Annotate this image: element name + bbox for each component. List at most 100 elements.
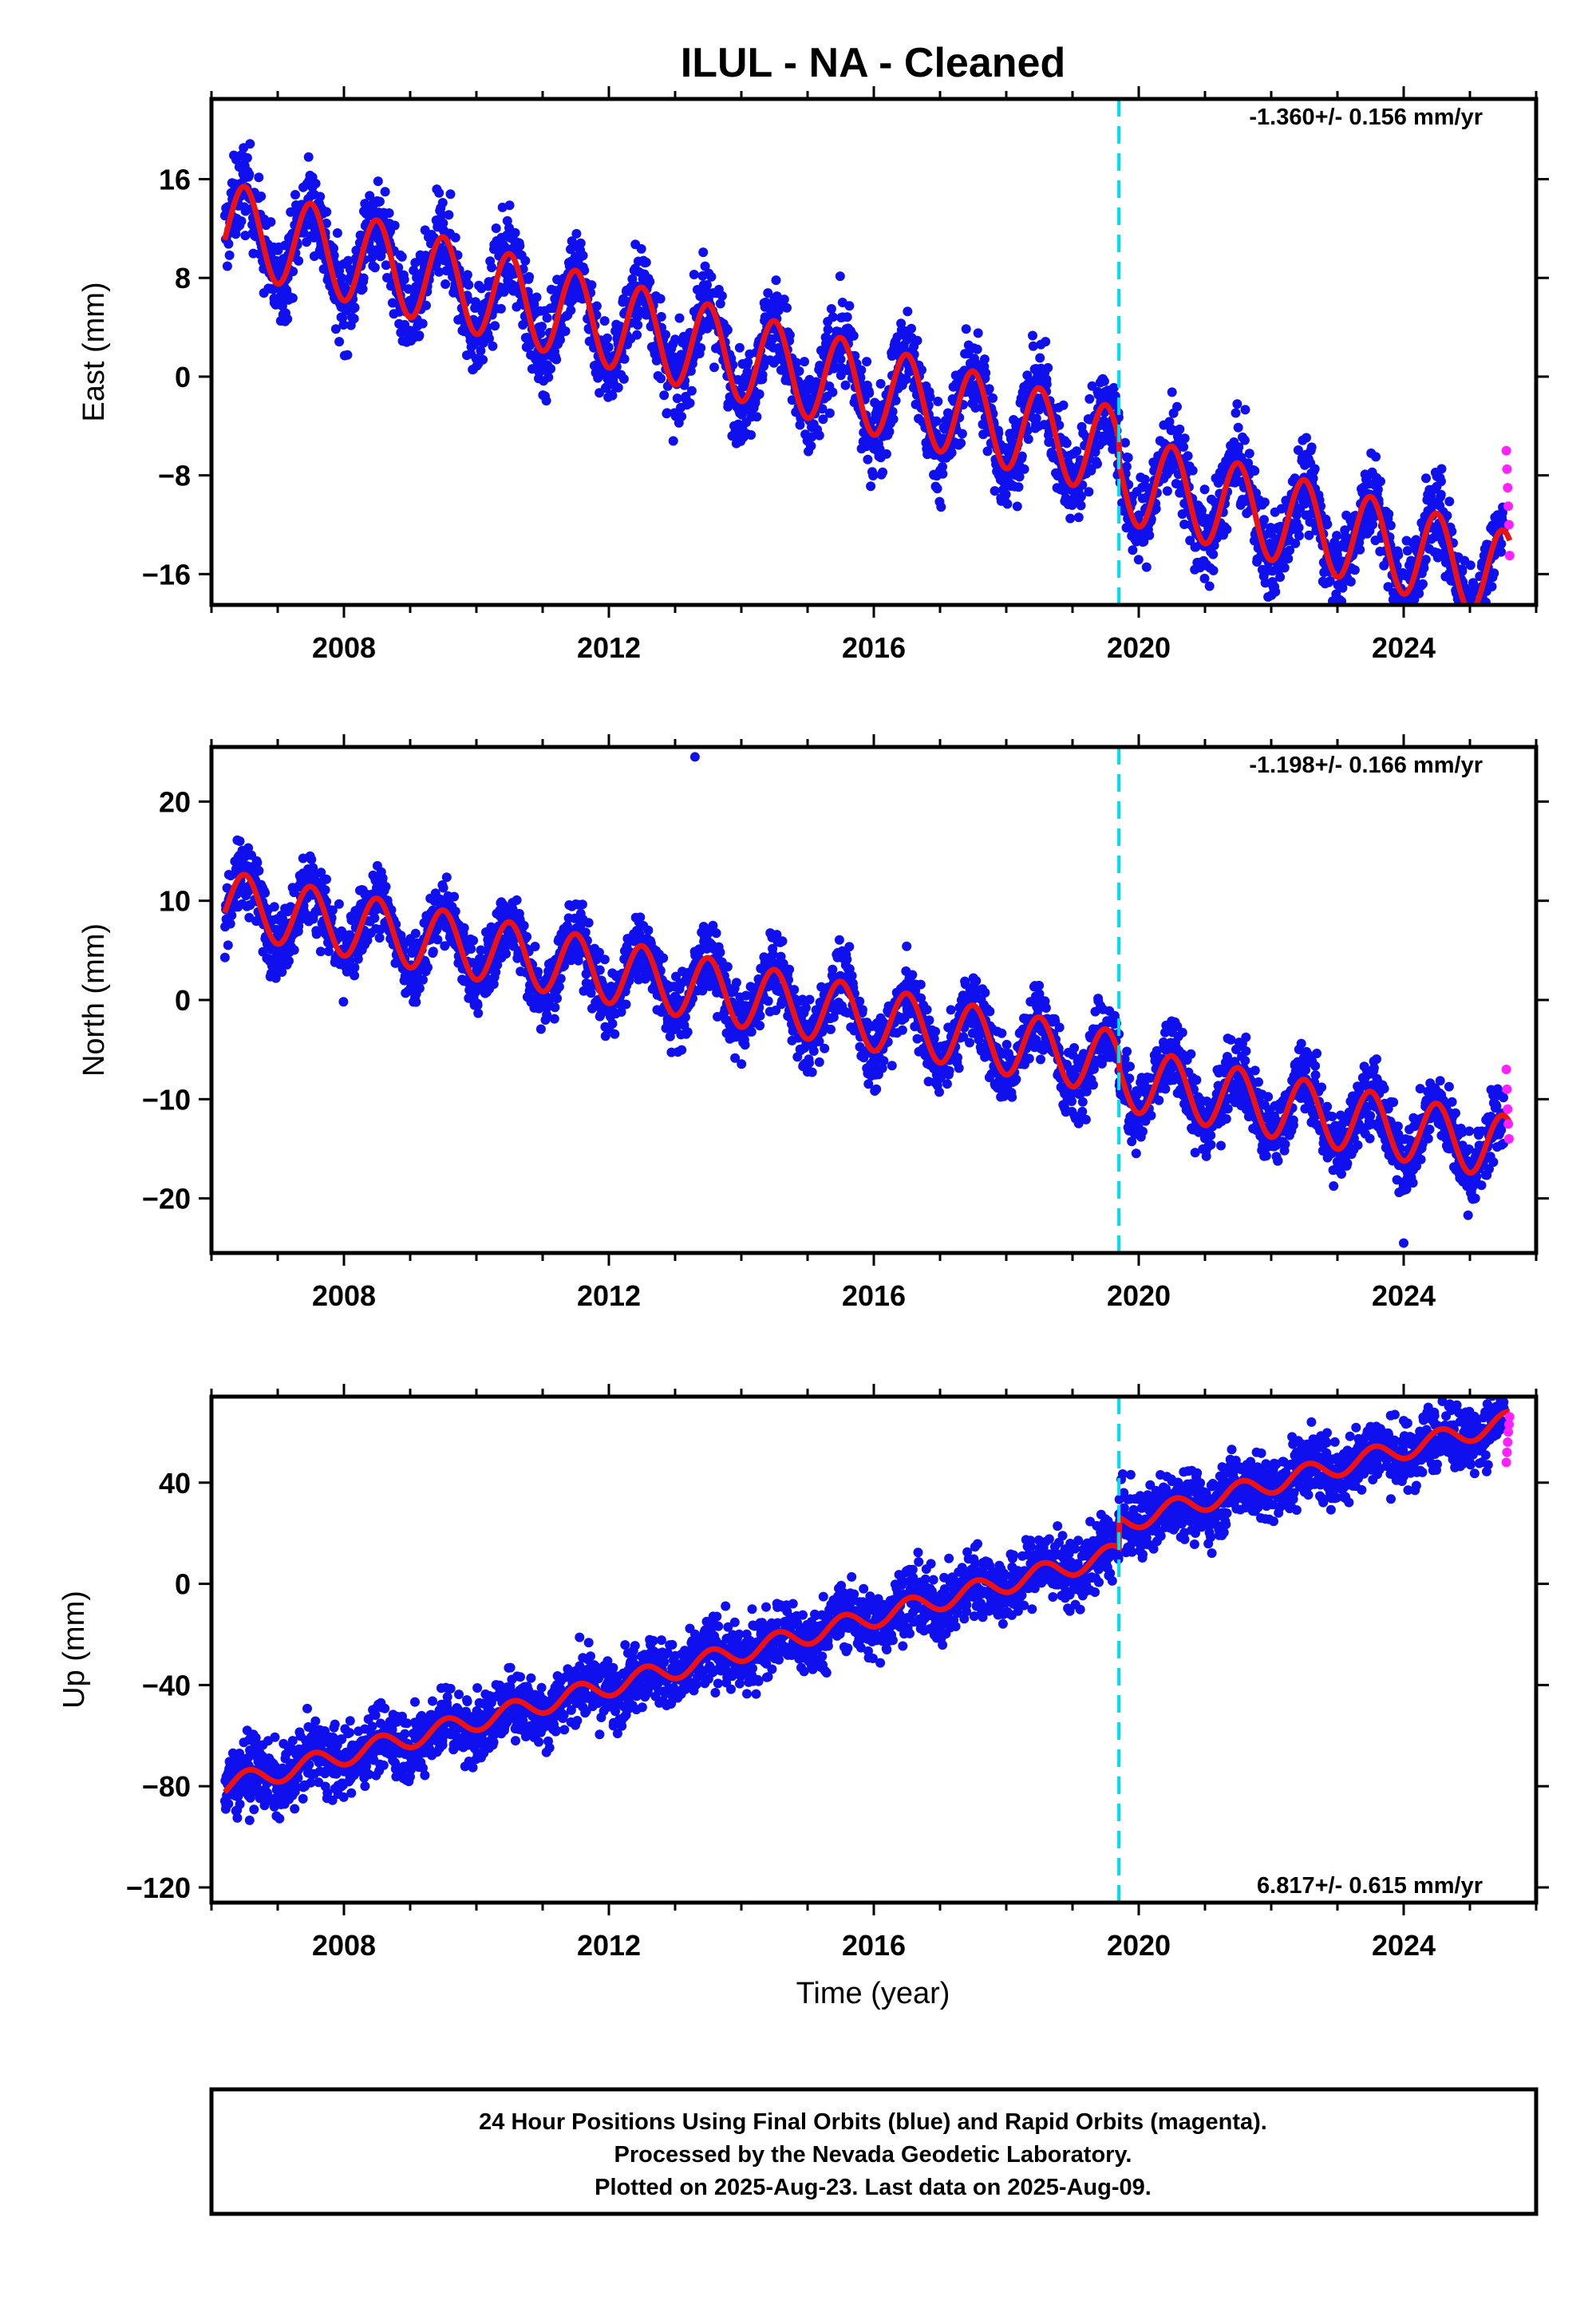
east-data-point [1090,447,1100,457]
east-data-point [1001,489,1011,500]
north-data-point [820,1043,830,1053]
east-data-point [1472,609,1482,619]
east-data-point [607,390,618,401]
north-data-point [468,935,479,946]
east-data-point [1012,501,1022,512]
east-data-point [1179,433,1190,444]
north-data-point [583,918,594,928]
north-data-point [755,1021,765,1031]
east-data-point [1028,341,1038,351]
east-data-point [571,228,582,239]
east-data-point [1457,566,1468,576]
east-data-point [288,267,298,277]
east-data-point [856,365,867,375]
east-data-point [912,335,922,346]
east-data-point [957,429,967,439]
north-data-point [550,1002,560,1013]
east-data-point [1337,596,1347,605]
east-data-point [417,318,428,329]
east-data-point [685,366,696,376]
east-data-point [1073,512,1084,523]
north-data-point [828,964,838,974]
east-data-point [245,139,255,149]
east-rapid-point [1502,464,1512,474]
east-data-point [602,333,612,343]
east-data-point [1489,568,1499,579]
east-data-point [715,298,725,309]
east-data-point [656,311,666,322]
east-data-point [922,449,933,460]
east-data-point [1421,473,1431,484]
north-data-point [338,997,349,1007]
east-data-point [244,169,255,180]
east-data-point [1065,513,1076,524]
east-data-point [722,325,733,335]
east-data-point [1376,476,1385,487]
east-data-point [662,408,672,418]
east-data-point [1294,523,1304,533]
north-data-point [826,1024,836,1034]
east-data-point [814,430,824,441]
east-data-point [875,378,886,389]
east-data-point [1141,562,1152,572]
east-data-point [224,250,235,260]
east-data-point [768,334,777,344]
east-data-point [907,323,916,334]
east-data-point [1472,644,1481,654]
east-data-point [332,228,342,238]
north-data-point [226,871,236,881]
east-data-point [1473,612,1483,622]
north-data-point [814,1037,824,1046]
east-data-point [743,357,753,367]
east-data-point [1231,408,1241,418]
north-data-point [350,962,360,973]
east-data-point [1183,451,1193,461]
north-data-point [768,950,778,959]
east-data-point [1463,630,1472,639]
east-data-point [888,414,899,425]
east-data-point [591,301,602,311]
east-data-point [1167,387,1177,397]
east-data-point [1162,486,1172,496]
east-y-tick-label: −8 [158,460,191,492]
north-data-point [342,966,352,977]
north-data-point [223,940,233,951]
east-data-point [399,275,409,285]
east-y-axis-label: East (mm) [77,282,111,421]
east-data-point [1456,616,1465,626]
east-data-point [1199,573,1210,583]
east-data-point [1233,422,1243,433]
north-data-point [501,949,512,959]
east-data-point [689,270,699,279]
east-data-point [1355,544,1365,555]
east-data-point [709,362,719,373]
east-data-point [445,189,456,200]
north-data-point [554,982,564,992]
east-data-point [343,255,354,266]
north-data-point [804,1057,815,1068]
east-data-point [330,324,341,334]
east-data-point [1464,614,1474,623]
east-data-point [887,406,898,417]
east-data-point [836,354,846,365]
east-data-point [946,448,957,458]
east-data-point [1400,616,1409,626]
north-data-point [362,935,373,946]
east-data-point [1453,607,1463,616]
east-data-point [1164,417,1175,427]
east-data-point [1285,545,1295,555]
east-data-point [1302,433,1311,443]
east-data-point [668,436,678,446]
north-data-point [814,1057,824,1067]
north-data-point [235,836,245,846]
east-data-point [450,232,460,243]
north-data-point [677,1045,687,1055]
north-data-point [607,1018,618,1029]
east-data-point [1121,461,1132,472]
east-data-point [685,398,695,409]
east-data-point [759,361,769,371]
north-data-point [755,1010,765,1021]
north-data-point [323,947,334,956]
east-data-point [754,389,764,399]
north-data-point [449,891,460,902]
